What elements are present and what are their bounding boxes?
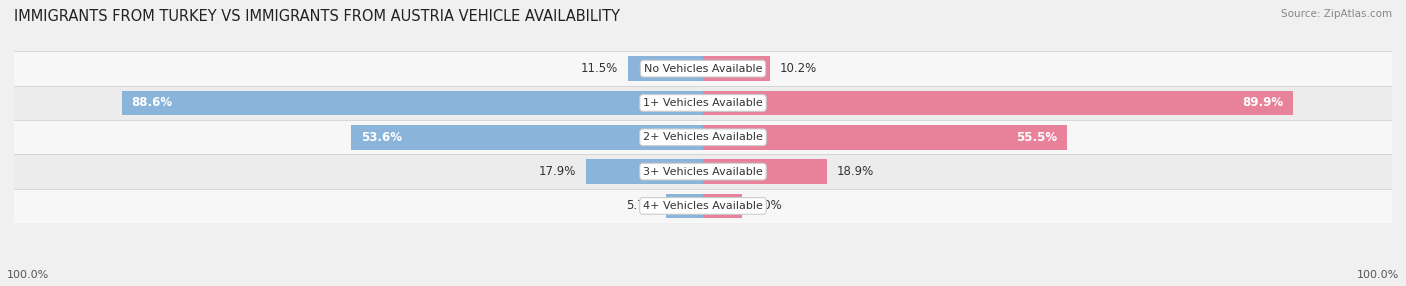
- Text: 2+ Vehicles Available: 2+ Vehicles Available: [643, 132, 763, 142]
- Text: 10.2%: 10.2%: [780, 62, 817, 75]
- Bar: [14, 154, 1392, 189]
- Bar: [14, 120, 1392, 154]
- Text: 18.9%: 18.9%: [837, 165, 875, 178]
- Bar: [703, 56, 770, 81]
- Text: 55.5%: 55.5%: [1017, 131, 1057, 144]
- Text: 1+ Vehicles Available: 1+ Vehicles Available: [643, 98, 763, 108]
- Text: 3+ Vehicles Available: 3+ Vehicles Available: [643, 167, 763, 176]
- Text: 100.0%: 100.0%: [1357, 270, 1399, 280]
- Bar: [703, 194, 742, 218]
- Bar: [585, 159, 703, 184]
- Text: 53.6%: 53.6%: [361, 131, 402, 144]
- Bar: [627, 56, 703, 81]
- Bar: [665, 194, 703, 218]
- Legend: Immigrants from Turkey, Immigrants from Austria: Immigrants from Turkey, Immigrants from …: [526, 284, 880, 286]
- Text: 17.9%: 17.9%: [538, 165, 575, 178]
- Text: 100.0%: 100.0%: [7, 270, 49, 280]
- Bar: [703, 125, 1067, 150]
- Bar: [122, 91, 703, 115]
- Bar: [14, 86, 1392, 120]
- Text: 11.5%: 11.5%: [581, 62, 617, 75]
- Bar: [352, 125, 703, 150]
- Bar: [703, 159, 827, 184]
- Text: 5.7%: 5.7%: [626, 199, 655, 212]
- Text: 4+ Vehicles Available: 4+ Vehicles Available: [643, 201, 763, 211]
- Text: 88.6%: 88.6%: [132, 96, 173, 110]
- Text: 89.9%: 89.9%: [1241, 96, 1284, 110]
- Text: No Vehicles Available: No Vehicles Available: [644, 64, 762, 74]
- Bar: [703, 91, 1294, 115]
- Text: Source: ZipAtlas.com: Source: ZipAtlas.com: [1281, 9, 1392, 19]
- Text: 6.0%: 6.0%: [752, 199, 782, 212]
- Bar: [14, 189, 1392, 223]
- Text: IMMIGRANTS FROM TURKEY VS IMMIGRANTS FROM AUSTRIA VEHICLE AVAILABILITY: IMMIGRANTS FROM TURKEY VS IMMIGRANTS FRO…: [14, 9, 620, 23]
- Bar: [14, 51, 1392, 86]
